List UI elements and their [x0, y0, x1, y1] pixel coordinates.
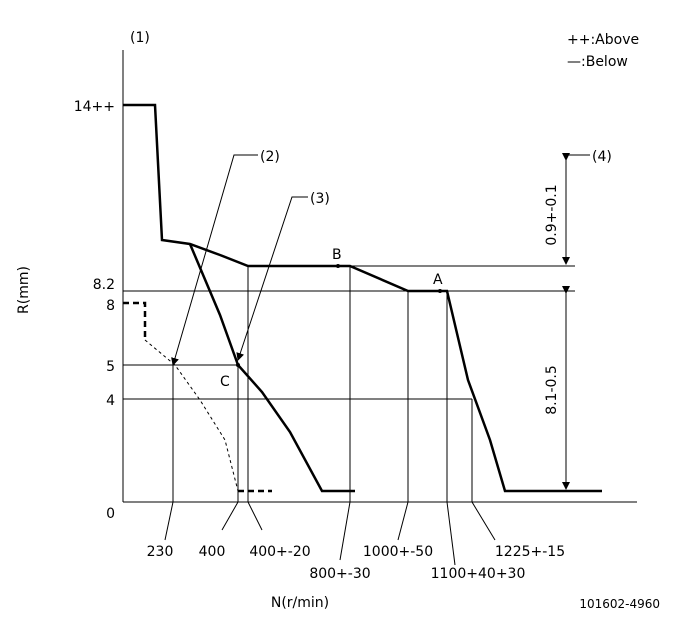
dimension: 0.9+-0.1	[544, 184, 560, 245]
legend-entry: —:Below	[567, 54, 628, 70]
guide-lines	[123, 265, 575, 566]
callout: (3)	[310, 191, 330, 207]
y-label: 4	[106, 393, 115, 409]
y-label: 5	[106, 359, 115, 375]
y-label: 8.2	[93, 277, 115, 293]
axes	[122, 50, 637, 503]
x-label: 230	[147, 544, 174, 560]
point-label: C	[220, 374, 230, 390]
y-axis-title: R(mm)	[16, 266, 32, 314]
callout: (4)	[592, 149, 612, 165]
point-label: A	[433, 272, 443, 288]
y-label: 8	[106, 298, 115, 314]
curves	[123, 103, 602, 493]
y-label: 14++	[74, 99, 115, 115]
corner-label: (1)	[130, 30, 150, 46]
callout-lines	[171, 153, 590, 490]
x-axis-title: N(r/min)	[271, 595, 329, 611]
x-label: 400+-20	[249, 544, 310, 560]
legend-entry: ++:Above	[567, 32, 639, 48]
point-label: B	[332, 247, 342, 263]
callout: (2)	[260, 149, 280, 165]
y-label: 0	[106, 506, 115, 522]
x-label: 400	[199, 544, 226, 560]
dimension: 8.1-0.5	[544, 365, 560, 415]
x-label: 1000+-50	[363, 544, 433, 560]
drawing-number: 101602-4960	[579, 597, 660, 611]
x-label: 1100+40+30	[431, 566, 526, 582]
x-label: 800+-30	[309, 566, 370, 582]
x-label: 1225+-15	[495, 544, 565, 560]
